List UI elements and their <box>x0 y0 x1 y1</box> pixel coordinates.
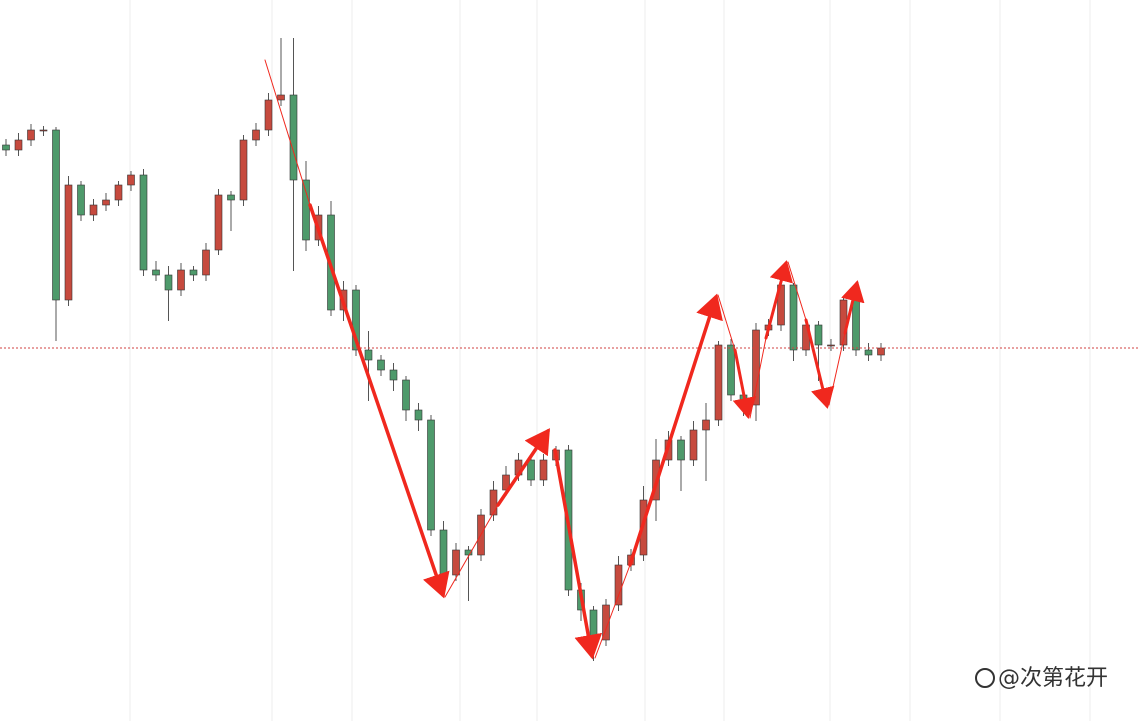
candle-body <box>102 199 110 206</box>
candle-body <box>202 249 210 276</box>
candle-body <box>677 439 685 461</box>
candle-body <box>727 344 735 396</box>
candle-body <box>264 99 273 131</box>
candle-body <box>127 174 135 186</box>
candle-body <box>189 269 198 276</box>
candle-body <box>614 564 623 606</box>
watermark: @次第花开 <box>998 666 1108 691</box>
candle-body <box>714 344 723 421</box>
candle-body <box>689 429 698 461</box>
wave-arrows <box>264 59 865 660</box>
candle-body <box>164 274 173 291</box>
candle-body <box>114 184 123 201</box>
candle-body <box>489 489 498 516</box>
candle-body <box>539 459 548 481</box>
candle-body <box>289 94 298 181</box>
candle-body <box>702 419 710 431</box>
candle-body <box>389 369 398 381</box>
candle-body <box>252 129 260 141</box>
candle-body <box>364 349 373 361</box>
candle-body <box>352 289 360 351</box>
candle-body <box>827 344 835 347</box>
candle-body <box>402 379 410 411</box>
candle-body <box>452 549 460 576</box>
candles <box>2 38 885 661</box>
candle-body <box>277 94 285 101</box>
candle-body <box>589 609 598 641</box>
candle-body <box>752 329 760 406</box>
candle-body <box>439 529 448 576</box>
candle-body <box>377 359 385 371</box>
candle-body <box>814 324 823 346</box>
candle-body <box>177 269 185 291</box>
candle-body <box>89 204 98 216</box>
candle-body <box>2 144 10 151</box>
candle-body <box>139 174 148 271</box>
candle-body <box>852 299 860 351</box>
candle-body <box>214 194 223 251</box>
candle-body <box>39 129 48 132</box>
candle-body <box>239 139 248 201</box>
candle-body <box>527 459 535 481</box>
candle-body <box>502 474 510 491</box>
candle-body <box>227 194 235 201</box>
candle-body <box>464 549 473 556</box>
grid <box>129 0 1091 721</box>
candle-body <box>414 409 423 421</box>
candle-body <box>77 184 85 216</box>
candle-body <box>302 179 310 241</box>
candle-body <box>877 347 885 356</box>
candle-body <box>427 419 435 531</box>
candle-body <box>864 349 873 356</box>
candle-body <box>789 284 798 351</box>
candle-body <box>152 269 160 276</box>
candle-body <box>64 184 73 301</box>
candle-body <box>602 604 610 641</box>
candle-body <box>14 139 23 151</box>
watermark-logo <box>975 668 995 688</box>
candle-body <box>52 129 60 301</box>
candle-body <box>27 129 35 141</box>
